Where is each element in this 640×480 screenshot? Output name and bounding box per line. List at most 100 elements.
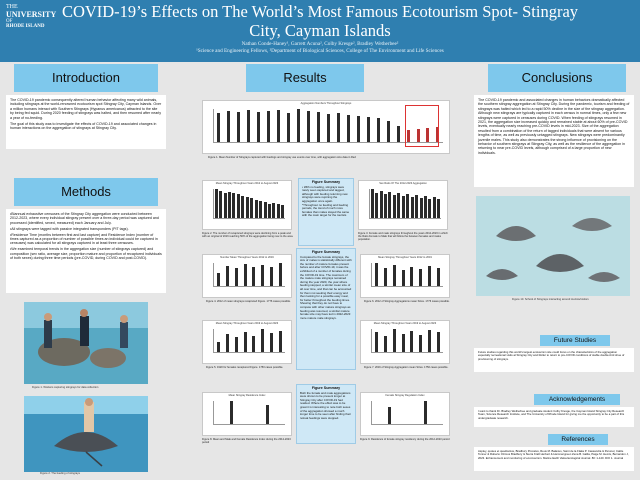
chart-bar	[257, 112, 261, 142]
right-chart-title: Sex Ratio Of The 2012-2023 Aggregation	[379, 182, 427, 185]
chart-bar	[415, 195, 419, 218]
chart-bar	[374, 332, 378, 352]
references-text: Aspley, quotes et quadrantus, Bradbury P…	[474, 447, 634, 471]
chart-bar	[270, 332, 274, 352]
chart-bar	[383, 267, 387, 286]
right-results-chart: Sex Ratio Of The 2012-2023 Aggregation	[358, 180, 448, 230]
chart-bar	[374, 263, 378, 286]
chart-bar	[432, 197, 436, 218]
main-chart-bars	[213, 109, 443, 143]
chart-bar	[281, 205, 285, 218]
chart-bar	[279, 330, 283, 352]
chart-bar	[376, 117, 380, 142]
chart-bar	[261, 264, 265, 286]
mid-chart-1-title: Mean Stingray Throughout Years 2019 to A…	[215, 322, 279, 325]
chart-bar	[426, 128, 430, 142]
mid-chart-2-caption: Figure 6. 2012 of Stingray Aggregations …	[364, 300, 450, 303]
mid-chart-1-bars	[213, 329, 285, 353]
intro-paragraph-2: The goal of this study was to investigat…	[10, 121, 157, 130]
chart-bar	[416, 129, 420, 142]
chart-bar	[437, 332, 441, 352]
uri-logo: THE UNIVERSITY OF RHODE ISLAND	[6, 4, 57, 56]
post-covid-highlight	[405, 105, 439, 147]
summary-2-heading: Figure Summary	[311, 250, 341, 254]
bottom-left-chart: Mean Stingray Residence Index	[202, 392, 292, 436]
mid-chart-2: Mean Stingray Throughout Years 2012 to 2…	[360, 254, 450, 298]
chart-bar	[223, 192, 227, 218]
chart-bar	[419, 334, 423, 352]
chart-bar	[217, 113, 221, 142]
affiliations: ¹Science and Engineering Fellows, ²Depar…	[196, 47, 444, 54]
mid-chart-3-bars	[371, 329, 443, 353]
chart-bar	[276, 204, 280, 218]
future-studies-heading: Future Studies	[540, 335, 610, 346]
chart-bar	[234, 336, 238, 352]
chart-bar	[261, 329, 265, 352]
chart-bar	[252, 267, 256, 286]
mid-chart-0-bars	[213, 263, 285, 287]
chart-bar	[375, 193, 379, 218]
bottom-left-chart-caption: Figure 8. Mean and Male and Female Resid…	[202, 438, 291, 444]
summary-3-text: Both the female and male aggregations we…	[300, 390, 351, 420]
stingray-school-photo	[476, 196, 630, 296]
left-chart-title: Mean Stingray Throughout Years 2012 to A…	[215, 182, 279, 185]
chart-bar	[356, 115, 360, 142]
chart-bar	[227, 110, 231, 142]
bottom-right-chart: Female Stingray Regulation Index	[360, 392, 450, 436]
chart-bar	[245, 196, 249, 218]
chart-bar	[419, 268, 423, 286]
chart-bar	[317, 111, 320, 142]
chart-bar	[419, 198, 423, 218]
chart-bar	[297, 109, 301, 142]
chart-bar	[277, 110, 281, 142]
chart-bar	[228, 191, 232, 218]
mid-chart-2-title: Mean Stingray Throughout Years 2012 to 2…	[378, 256, 432, 259]
chart-bar	[386, 121, 390, 142]
chart-bar	[397, 193, 401, 218]
chart-bar	[401, 333, 405, 352]
chart-bar	[234, 268, 238, 286]
chart-bar	[437, 267, 441, 286]
chart-bar	[388, 407, 392, 424]
chart-bar	[214, 189, 218, 218]
intro-paragraph-1: The COVID-19 pandemic consequently alter…	[10, 98, 162, 120]
logo-of: OF	[6, 19, 13, 24]
chart-bar	[366, 116, 370, 142]
right-chart-bars	[369, 189, 441, 219]
chart-bar	[423, 196, 427, 218]
logo-university: UNIVERSITY	[6, 10, 57, 19]
mid-chart-1: Mean Stingray Throughout Years 2019 to A…	[202, 320, 292, 364]
chart-bar	[216, 272, 220, 286]
poster-title: COVID-19’s Effects on The World’s Most F…	[61, 2, 579, 40]
chart-bar	[307, 110, 311, 142]
chart-bar	[388, 192, 392, 218]
mid-chart-0: Number Mean Throughout Years 2012 to 201…	[202, 254, 292, 298]
chart-bar	[384, 193, 388, 218]
summary-1-text-2: *Throughout no feeding and feeding perio…	[302, 202, 350, 218]
chart-bar	[336, 113, 340, 142]
methods-bullet-3: •Residence Time (months between first an…	[10, 232, 158, 246]
chart-bar	[263, 201, 267, 218]
mid-chart-3: Mean Stingray Throughout Years 2019 to A…	[360, 320, 450, 364]
chart-bar	[410, 197, 414, 218]
chart-bar	[410, 266, 414, 286]
chart-bar	[370, 189, 374, 218]
figure-1-caption: Figure 1. Workers capturing stingrays fo…	[32, 386, 99, 389]
acknowledgements-text: I want to thank Dr. Bradley Wetherbee an…	[474, 407, 634, 427]
stingray-feeding-photo	[24, 396, 148, 472]
chart-bar	[219, 190, 223, 218]
chart-bar	[437, 198, 441, 218]
chart-bar	[401, 269, 405, 286]
chart-bar	[383, 335, 387, 352]
mid-chart-2-bars	[371, 263, 443, 287]
chart-bar	[396, 126, 400, 142]
chart-bar	[267, 203, 271, 218]
references-heading: References	[548, 434, 608, 445]
chart-bar	[428, 265, 432, 286]
mid-chart-3-title: Mean Stingray Throughout Years 2019 to A…	[373, 322, 437, 325]
author-list: Nathan Conde-Haney¹, Garrett Acuna², Col…	[241, 41, 399, 47]
poster-header: THE UNIVERSITY OF RHODE ISLAND COVID-19’…	[0, 0, 640, 62]
main-chart-caption: Figure 1. Mean Number of Stingrays captu…	[208, 156, 356, 159]
methods-heading: Methods	[14, 178, 158, 206]
